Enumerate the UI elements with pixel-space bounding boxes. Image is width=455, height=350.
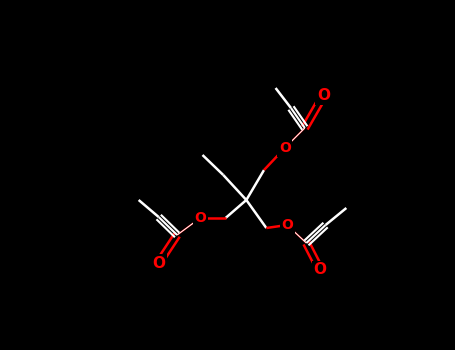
Text: O: O [279,141,291,155]
Text: O: O [152,256,165,271]
Text: O: O [317,89,330,104]
Text: O: O [313,262,327,278]
Text: O: O [194,211,206,225]
Text: O: O [281,218,293,232]
